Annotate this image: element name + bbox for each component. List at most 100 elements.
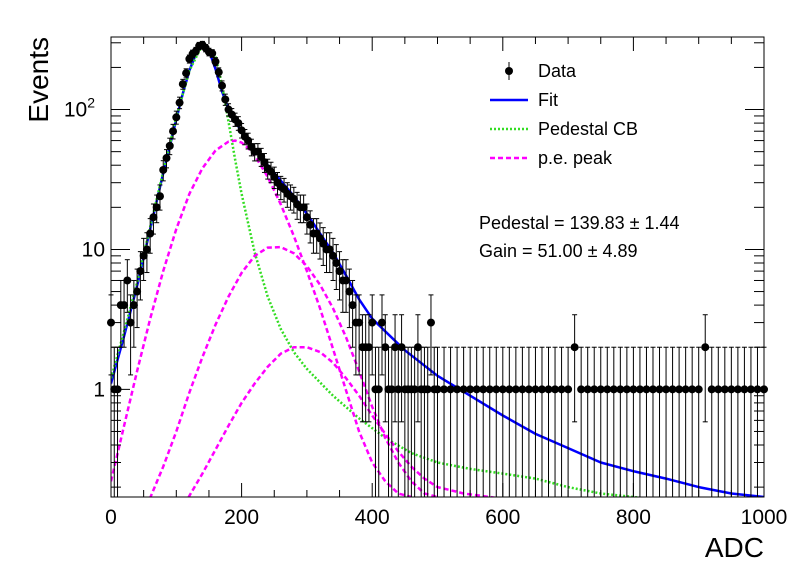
- data-marker: [648, 385, 657, 394]
- fit-result-text: Pedestal = 139.83 ± 1.44: [479, 213, 680, 233]
- x-tick-label: 0: [105, 506, 117, 529]
- data-point: [629, 346, 638, 497]
- data-marker: [423, 385, 432, 394]
- data-marker: [208, 49, 217, 58]
- data-point: [720, 346, 729, 497]
- data-marker: [299, 203, 308, 212]
- data-point: [577, 346, 586, 497]
- data-marker: [348, 301, 357, 310]
- data-point: [234, 116, 243, 131]
- data-point: [332, 244, 341, 291]
- data-point: [472, 346, 481, 497]
- data-marker: [609, 385, 618, 394]
- data-marker: [531, 385, 540, 394]
- data-marker: [410, 385, 419, 394]
- data-point: [453, 346, 462, 497]
- data-point: [596, 346, 605, 497]
- data-point: [165, 137, 174, 156]
- data-point: [126, 294, 135, 376]
- data-point: [531, 346, 540, 497]
- data-point: [675, 346, 684, 497]
- data-marker: [172, 113, 181, 122]
- data-marker: [169, 127, 178, 136]
- data-marker: [234, 119, 243, 128]
- data-point: [299, 194, 308, 224]
- data-point: [642, 346, 651, 497]
- y-tick-label: 10: [82, 238, 105, 261]
- data-point: [178, 78, 187, 90]
- data-marker: [492, 385, 501, 394]
- data-point: [146, 218, 155, 254]
- data-point: [139, 237, 148, 281]
- data-point: [342, 259, 351, 313]
- data-point: [714, 346, 723, 497]
- data-point: [136, 251, 145, 301]
- data-point: [590, 346, 599, 497]
- legend-label: Fit: [538, 90, 558, 110]
- data-point: [498, 346, 507, 497]
- data-marker: [668, 385, 677, 394]
- data-point: [479, 346, 488, 497]
- data-marker: [221, 95, 230, 104]
- pe-peak-2-curve: [149, 245, 438, 497]
- data-marker: [577, 385, 586, 394]
- data-marker: [133, 287, 142, 296]
- data-marker: [603, 385, 612, 394]
- data-marker: [564, 385, 573, 394]
- data-marker: [622, 385, 631, 394]
- data-marker: [714, 385, 723, 394]
- data-marker: [306, 220, 315, 229]
- data-marker: [720, 385, 729, 394]
- data-marker: [126, 318, 135, 327]
- data-point: [544, 346, 553, 497]
- x-axis-title: ADC: [705, 532, 764, 563]
- data-marker: [175, 98, 184, 107]
- data-point: [583, 346, 592, 497]
- data-point: [440, 346, 449, 497]
- data-marker: [629, 385, 638, 394]
- data-point: [123, 259, 132, 313]
- data-marker: [440, 385, 449, 394]
- data-marker: [162, 154, 171, 163]
- x-tick-label: 200: [224, 506, 259, 529]
- data-marker: [642, 385, 651, 394]
- data-point: [302, 203, 311, 235]
- data-point: [142, 232, 151, 274]
- legend-label: Pedestal CB: [538, 119, 638, 139]
- data-marker: [740, 385, 749, 394]
- data-point: [175, 96, 184, 110]
- data-marker: [355, 318, 364, 327]
- pe-peak-3-curve: [187, 345, 499, 497]
- data-marker: [466, 385, 475, 394]
- data-point: [355, 294, 364, 376]
- data-point: [688, 346, 697, 497]
- data-point: [413, 314, 422, 423]
- data-marker: [335, 267, 344, 276]
- data-marker: [136, 267, 145, 276]
- data-point: [162, 149, 171, 169]
- data-point: [511, 346, 520, 497]
- data-point: [655, 346, 664, 497]
- data-point: [345, 268, 354, 329]
- data-marker: [453, 385, 462, 394]
- data-marker: [397, 343, 406, 352]
- data-point: [466, 346, 475, 497]
- data-marker: [237, 126, 246, 135]
- data-marker: [498, 385, 507, 394]
- x-tick-label: 600: [485, 506, 520, 529]
- data-point: [707, 346, 716, 497]
- data-point: [557, 346, 566, 497]
- legend: Data Fit Pedestal CB p.e. peak: [490, 61, 638, 168]
- data-marker: [505, 385, 514, 394]
- data-marker: [459, 385, 468, 394]
- x-tick-label: 400: [355, 506, 390, 529]
- data-point: [433, 346, 442, 497]
- legend-entry: Fit: [490, 90, 558, 110]
- data-marker: [544, 385, 553, 394]
- data-marker: [394, 385, 403, 394]
- data-marker: [391, 343, 400, 352]
- x-tick-label: 800: [616, 506, 651, 529]
- data-marker: [129, 301, 138, 310]
- data-marker: [655, 385, 664, 394]
